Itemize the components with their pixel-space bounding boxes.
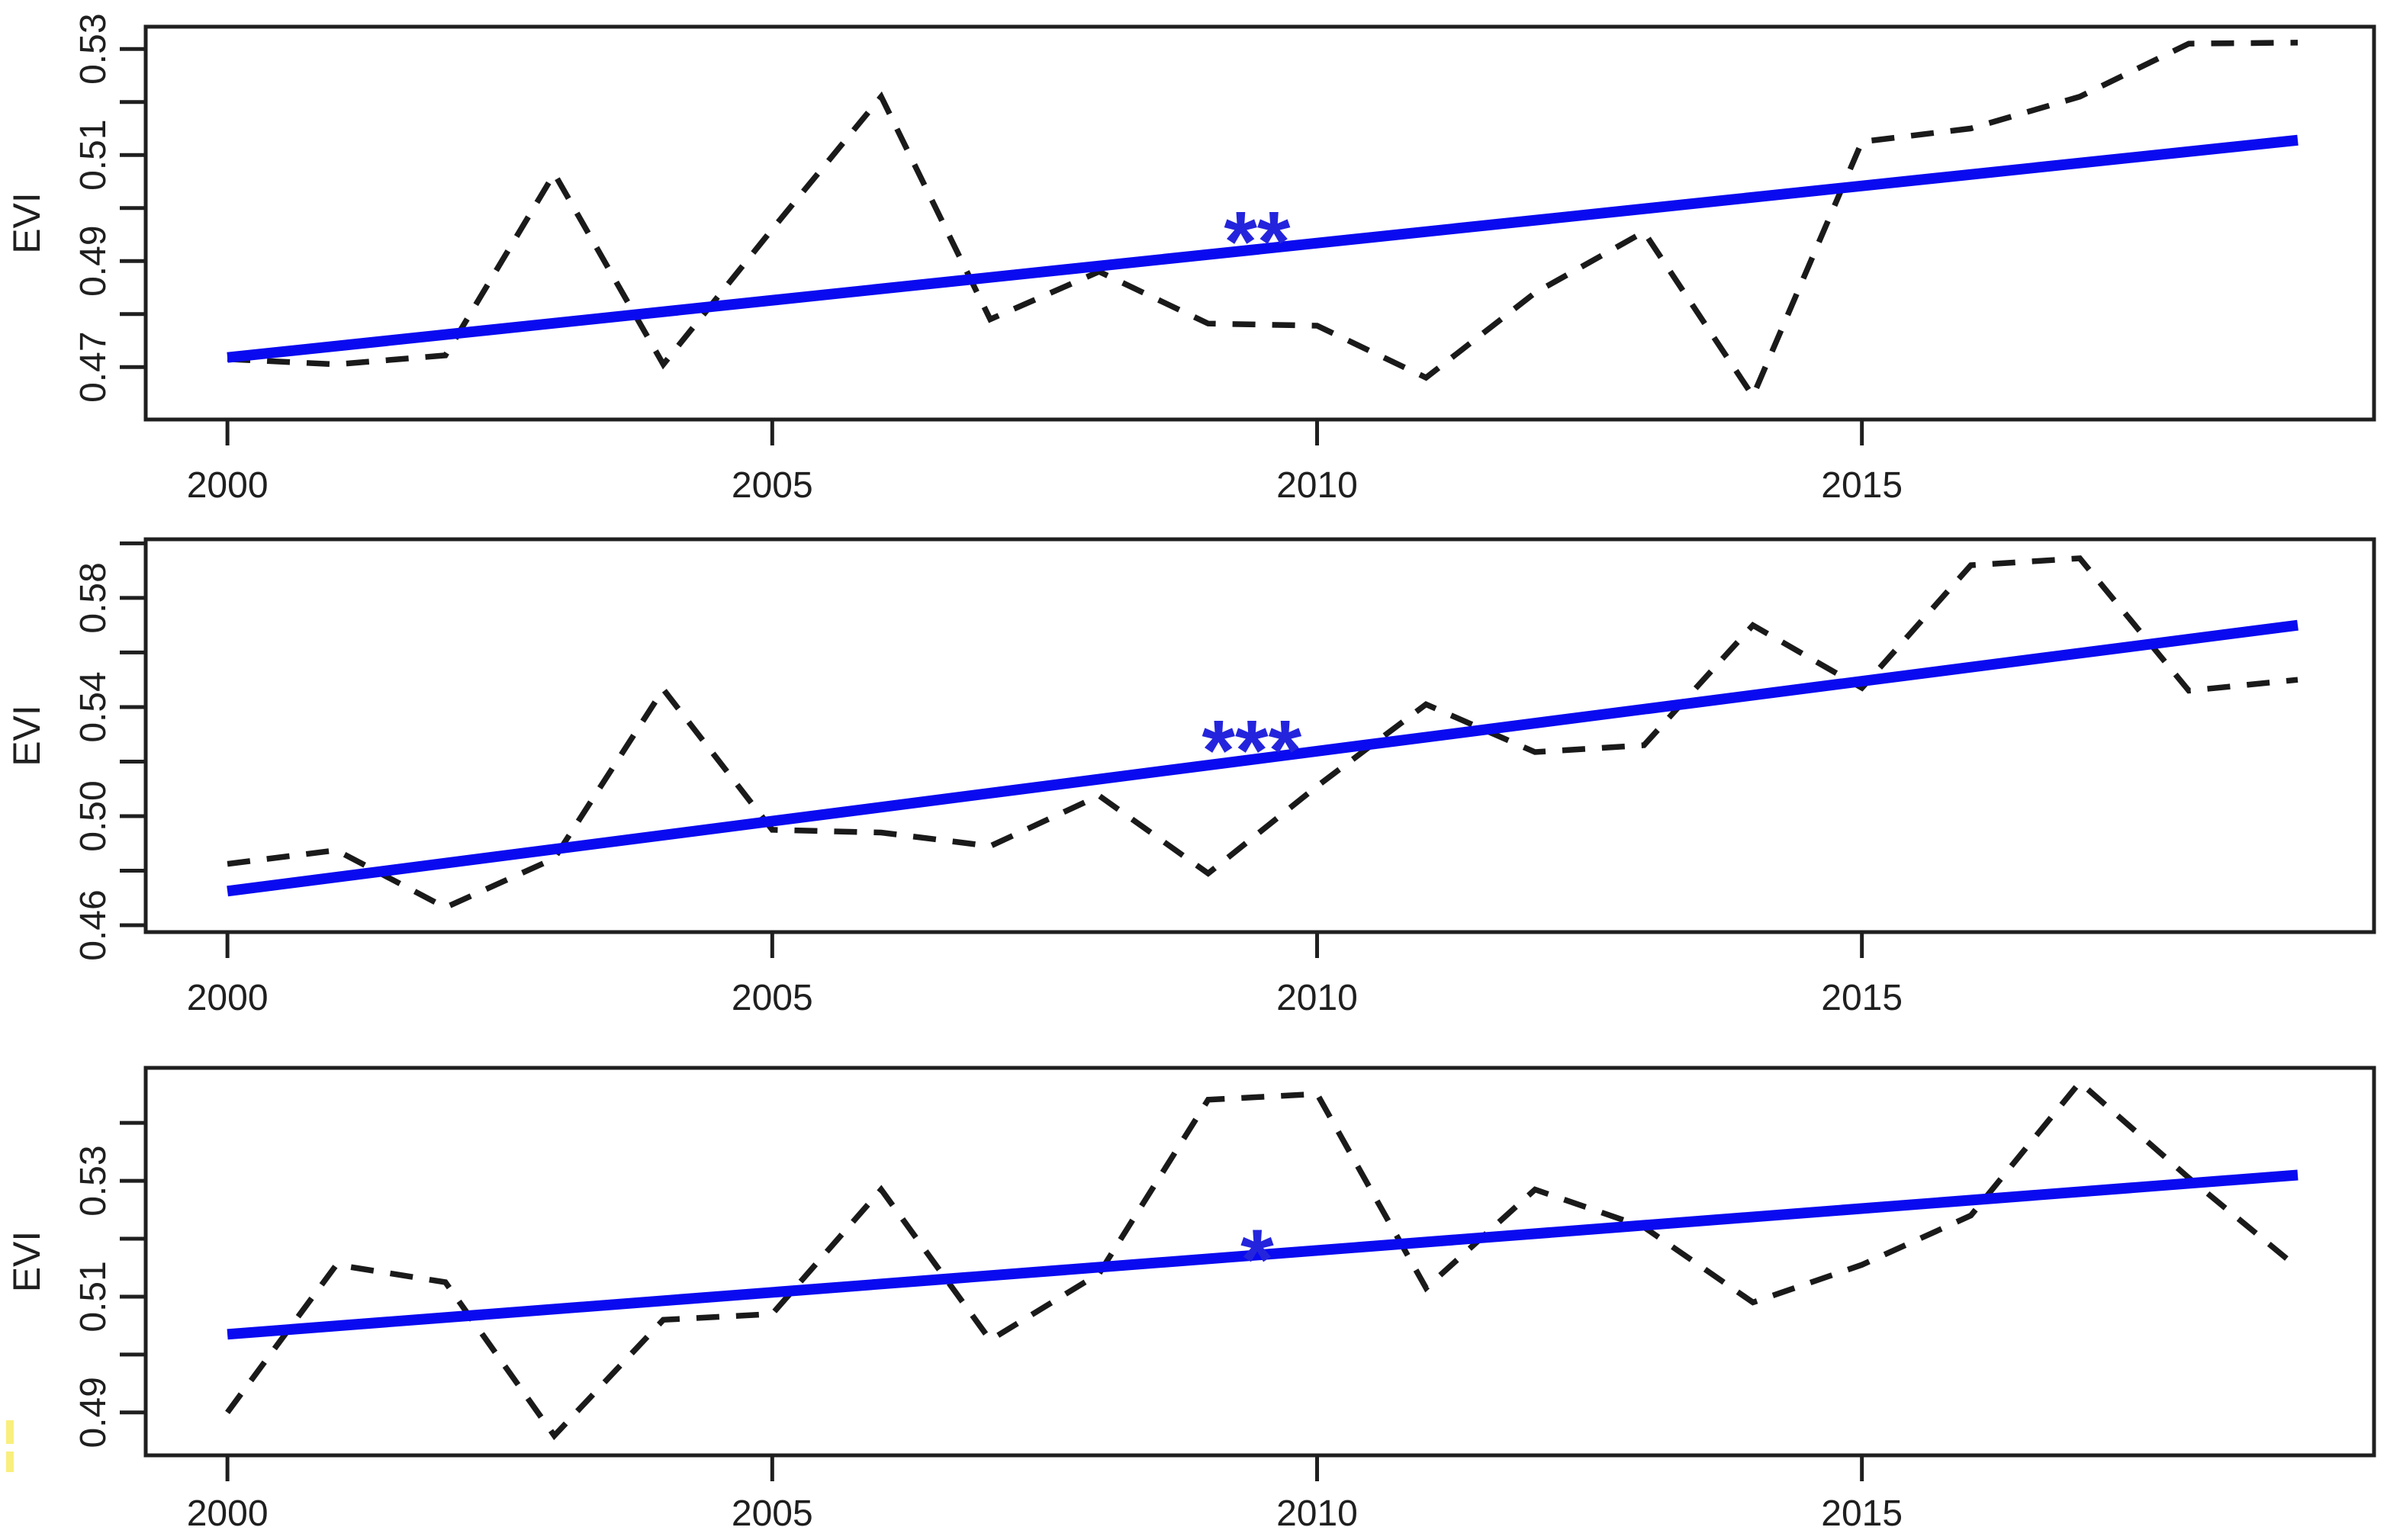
y-tick-label: 0.53	[73, 13, 114, 84]
x-tick-label: 2010	[1276, 465, 1358, 506]
x-tick-label: 2005	[732, 1493, 813, 1534]
y-tick-label: 0.50	[73, 780, 114, 851]
panel-top: 0.47 0.49 0.51 0.53 2000 2005 2010 2015 EVI **	[5, 13, 2376, 506]
plot-box	[143, 537, 2376, 934]
x-tick-label: 2000	[187, 465, 269, 506]
panel-bottom: 0.49 0.51 0.53 2000 2005 2010 2015 EVI *	[5, 1066, 2376, 1534]
y-axis-title: EVI	[5, 1231, 48, 1293]
y-tick-label: 0.58	[73, 562, 114, 633]
x-tick-label: 2005	[732, 465, 813, 506]
x-tick-label: 2005	[732, 978, 813, 1018]
y-tick-label: 0.49	[73, 1377, 114, 1448]
x-tick-label: 2000	[187, 1493, 269, 1534]
x-tick-label: 2010	[1276, 978, 1358, 1018]
x-tick-label: 2015	[1821, 465, 1903, 506]
significance-stars: *	[1240, 1212, 1274, 1307]
y-tick-label: 0.51	[73, 119, 114, 190]
trend-line	[227, 1169, 2299, 1340]
x-tick-label: 2000	[187, 978, 269, 1018]
evi-dashed-line	[227, 40, 2299, 403]
plot-box	[143, 1066, 2376, 1458]
y-axis-title: EVI	[5, 705, 48, 767]
evi-dashed-line	[225, 1078, 2300, 1441]
plot-box	[143, 24, 2376, 422]
significance-stars: **	[1224, 194, 1291, 289]
x-tick-label: 2010	[1276, 1493, 1358, 1534]
x-tick-label: 2015	[1821, 1493, 1903, 1534]
y-tick-label: 0.53	[73, 1145, 114, 1216]
y-tick-label: 0.47	[73, 331, 114, 402]
evi-dashed-line	[227, 555, 2299, 911]
y-axis-title: EVI	[5, 192, 48, 254]
trend-line	[227, 619, 2299, 897]
significance-stars: ***	[1202, 703, 1301, 799]
y-tick-label: 0.46	[73, 889, 114, 960]
panel-middle: 0.46 0.50 0.54 0.58 2000 2005 2010 2015 EVI ***	[5, 537, 2376, 1018]
y-tick-label: 0.54	[73, 671, 114, 742]
y-tick-label: 0.49	[73, 225, 114, 296]
x-tick-label: 2015	[1821, 978, 1903, 1018]
trend-line	[227, 134, 2299, 363]
y-tick-label: 0.51	[73, 1261, 114, 1332]
